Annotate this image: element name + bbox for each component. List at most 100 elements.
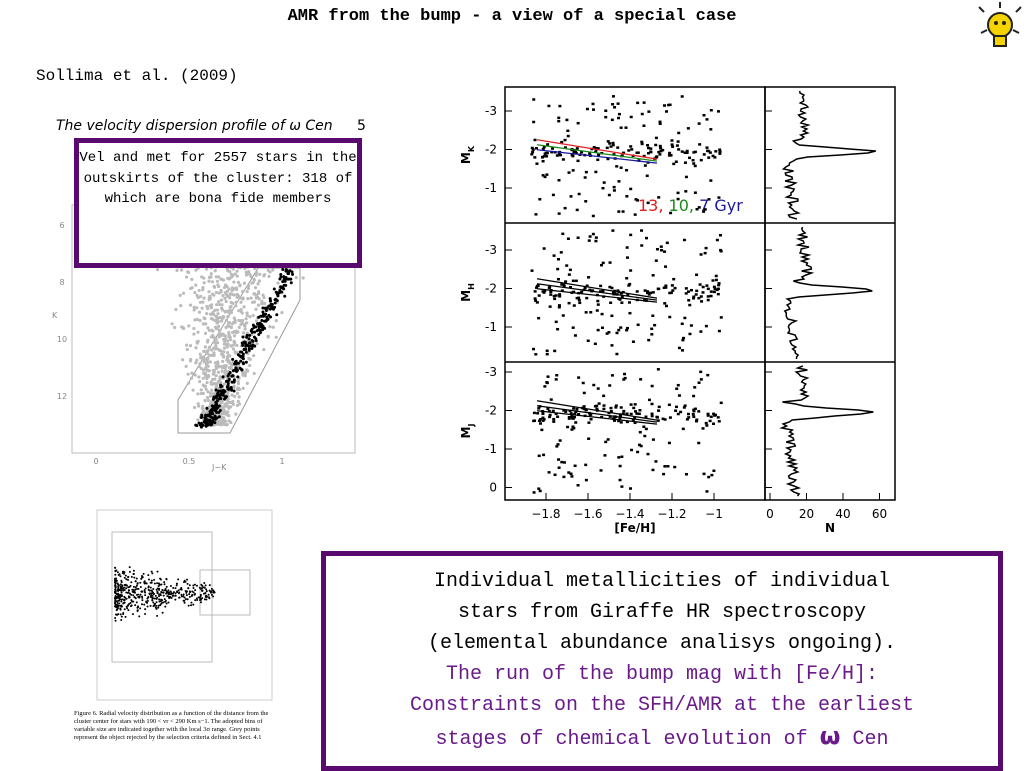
star: [650, 414, 654, 418]
y-label: MH: [459, 283, 476, 302]
star: [182, 593, 185, 596]
star-grey: [247, 283, 251, 288]
star: [640, 229, 644, 232]
star-member: [275, 292, 279, 296]
star-grey: [241, 318, 245, 323]
star-member: [258, 324, 262, 328]
star-grey: [232, 316, 236, 320]
isochrone-trend: [536, 283, 658, 301]
star: [712, 412, 716, 416]
star: [562, 461, 566, 464]
page-number: 5: [357, 118, 366, 134]
star: [592, 146, 596, 149]
star: [646, 452, 650, 456]
star: [532, 347, 536, 351]
hist-x-label: N: [825, 521, 835, 535]
star-grey: [222, 355, 226, 359]
star: [608, 384, 612, 387]
star: [163, 581, 166, 584]
star: [532, 411, 536, 415]
star-grey: [192, 305, 196, 309]
star: [654, 136, 658, 140]
star-grey: [188, 344, 193, 348]
star: [114, 569, 117, 572]
star: [613, 106, 617, 109]
star: [659, 146, 663, 150]
star: [640, 112, 644, 116]
star-grey: [228, 305, 232, 309]
star: [671, 289, 675, 292]
x-tick-label: −1.8: [531, 507, 560, 521]
star: [132, 588, 135, 591]
star: [578, 301, 582, 305]
star-grey: [192, 308, 196, 312]
star-grey: [216, 370, 221, 374]
x-tick-label: 1: [279, 457, 284, 466]
star: [675, 144, 679, 147]
star: [210, 593, 213, 596]
star: [187, 604, 190, 607]
star: [658, 120, 662, 124]
star: [683, 161, 687, 164]
star-grey: [257, 291, 261, 295]
star-grey: [230, 322, 234, 326]
star-grey: [231, 267, 235, 271]
star: [188, 593, 191, 596]
star: [625, 195, 629, 198]
star: [584, 311, 588, 314]
star: [161, 611, 164, 614]
star: [587, 421, 591, 424]
star-member: [247, 337, 251, 341]
star-member: [278, 277, 282, 281]
star-member: [214, 388, 218, 392]
star: [120, 591, 123, 594]
star: [200, 583, 203, 586]
star: [552, 417, 556, 421]
star: [118, 588, 121, 591]
star-grey: [200, 275, 204, 279]
star: [612, 189, 616, 192]
star-member: [200, 413, 204, 417]
star: [685, 418, 689, 421]
star-grey: [196, 330, 200, 334]
star-grey: [217, 419, 221, 423]
star: [145, 582, 148, 585]
star: [657, 196, 661, 199]
star-grey: [195, 306, 199, 310]
star: [611, 229, 615, 232]
star: [617, 180, 621, 183]
star: [595, 404, 599, 408]
star-member: [261, 310, 265, 314]
star-grey: [222, 346, 227, 350]
star: [699, 330, 703, 333]
star-member: [219, 383, 223, 387]
star-member: [215, 399, 219, 403]
star: [557, 466, 561, 469]
star: [569, 285, 573, 289]
star: [543, 385, 547, 388]
star-grey: [258, 272, 262, 276]
star: [570, 414, 574, 418]
star: [200, 601, 203, 604]
star-grey: [216, 312, 220, 316]
star-grey: [219, 298, 223, 302]
star-grey: [227, 353, 231, 358]
star: [606, 438, 610, 441]
star: [606, 140, 610, 143]
x-tick-label: 0.5: [183, 457, 196, 466]
figure-right: [Fe/H] N 13, 10, 7 Gyr MK-3-2-1MH-3-2-1M…: [459, 86, 896, 535]
star: [136, 582, 139, 585]
star: [706, 287, 710, 291]
star: [534, 213, 538, 216]
star: [633, 213, 637, 216]
star: [677, 131, 681, 135]
star: [165, 592, 168, 595]
star-grey: [228, 338, 233, 342]
star: [664, 286, 668, 289]
star: [120, 581, 123, 584]
star-grey: [201, 376, 205, 380]
star: [661, 148, 665, 152]
star-grey: [228, 366, 232, 370]
star: [585, 284, 589, 288]
star-grey: [241, 297, 245, 301]
